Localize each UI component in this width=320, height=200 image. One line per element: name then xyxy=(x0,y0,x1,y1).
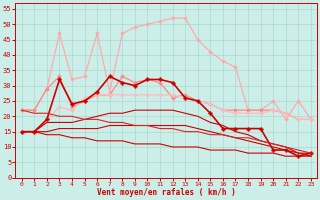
X-axis label: Vent moyen/en rafales ( km/h ): Vent moyen/en rafales ( km/h ) xyxy=(97,188,236,197)
